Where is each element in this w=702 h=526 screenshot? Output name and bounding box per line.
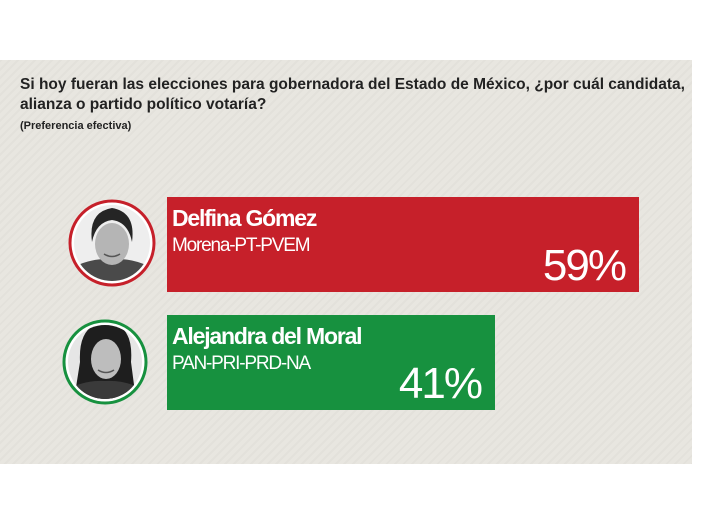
- bar-delfina-gomez: [167, 197, 639, 292]
- avatar-delfina-gomez: [68, 199, 156, 287]
- avatar-alejandra-del-moral: [62, 319, 148, 405]
- bar-value-delfina-gomez: 59%: [543, 241, 626, 290]
- bar-value-alejandra-del-moral: 41%: [399, 359, 482, 408]
- bar-alejandra-del-moral: [167, 315, 495, 410]
- bar-row-alejandra: Alejandra del Moral PAN-PRI-PRD-NA 41%: [62, 315, 495, 410]
- bar-label-delfina-gomez: Delfina Gómez: [172, 205, 317, 231]
- panel-edge: [692, 60, 702, 464]
- bar-row-delfina: Delfina Gómez Morena-PT-PVEM 59%: [68, 197, 639, 292]
- bar-label-alejandra-del-moral: Alejandra del Moral: [172, 323, 361, 349]
- chart-title: Si hoy fueran las elecciones para gobern…: [20, 76, 685, 113]
- bar-party-morena-pt-pvem: Morena-PT-PVEM: [172, 235, 310, 256]
- bar-party-pan-pri-prd-na: PAN-PRI-PRD-NA: [172, 353, 312, 374]
- chart-subtitle: (Preferencia efectiva): [20, 120, 132, 132]
